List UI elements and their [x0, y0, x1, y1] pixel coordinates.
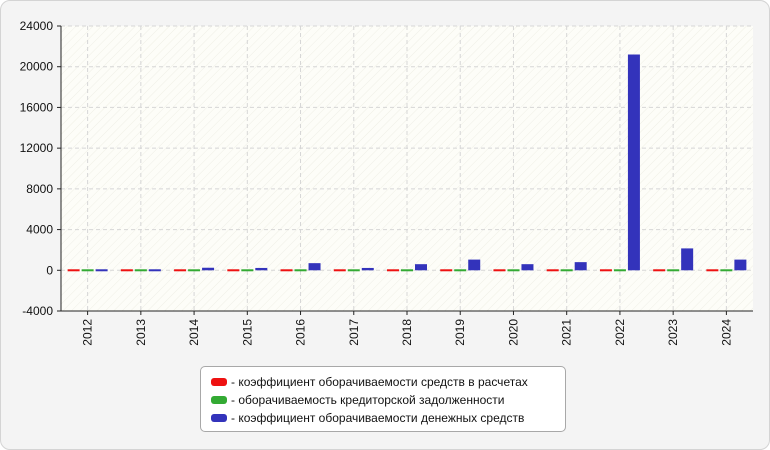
bar-2016-series-0: [280, 269, 293, 272]
bar-2019-series-2: [468, 259, 481, 271]
x-tick-label: 2012: [81, 319, 95, 346]
y-tick-label: 20000: [20, 60, 54, 74]
bar-2022-series-1: [613, 269, 626, 272]
x-tick-label: 2019: [453, 319, 467, 346]
bar-2018-series-1: [401, 269, 413, 272]
axes: [60, 26, 753, 312]
bar-2022-series-0: [599, 269, 612, 272]
bar-2024-series-1: [720, 269, 733, 272]
bar-2019-series-1: [454, 269, 467, 272]
bar-2024-series-0: [706, 269, 719, 272]
bar-2015-series-2: [255, 267, 268, 271]
y-tick-label: 16000: [20, 100, 54, 114]
y-tick-label: 24000: [20, 19, 54, 33]
y-tick-label: 0: [46, 263, 53, 277]
y-tick-labels: 24000 20000 16000 12000 8000 4000 0 -4000: [20, 19, 54, 318]
bar-2023-series-2: [681, 248, 694, 271]
legend-swatch-red: [211, 378, 227, 386]
bar-2012-series-0: [67, 269, 80, 272]
bar-2015-series-1: [241, 269, 254, 272]
bar-2012-series-2: [95, 269, 108, 272]
bar-2016-series-2: [308, 263, 321, 271]
legend-item-payables-turnover: - оборачиваемость кредиторской задолженн…: [211, 391, 565, 409]
x-tick-label: 2018: [400, 319, 414, 346]
bar-2024-series-2: [734, 259, 747, 271]
bar-2015-series-0: [227, 269, 240, 272]
legend: - коэффициент оборачиваемости средств в …: [200, 366, 566, 432]
x-tick-label: 2015: [240, 319, 254, 346]
legend-swatch-green: [211, 396, 227, 404]
y-tick-label: -4000: [22, 304, 53, 318]
bar-2021-series-2: [574, 262, 587, 271]
x-tick-label: 2017: [347, 319, 361, 346]
x-tick-label: 2022: [613, 319, 627, 346]
bar-2019-series-0: [440, 269, 453, 272]
bar-2014-series-1: [188, 269, 201, 272]
x-tick-label: 2013: [134, 319, 148, 346]
bar-2021-series-0: [546, 269, 559, 272]
bar-2018-series-0: [387, 269, 399, 272]
bars: [67, 54, 747, 272]
bar-2022-series-2: [627, 54, 640, 271]
bar-2013-series-1: [134, 269, 147, 272]
bar-2013-series-2: [148, 269, 161, 272]
legend-label: - оборачиваемость кредиторской задолженн…: [231, 393, 505, 407]
x-tick-label: 2020: [506, 319, 520, 346]
bar-2020-series-0: [493, 269, 506, 272]
bar-2023-series-1: [667, 269, 680, 272]
bar-2020-series-1: [507, 269, 520, 272]
legend-item-receivables-turnover: - коэффициент оборачиваемости средств в …: [211, 373, 565, 391]
x-tick-labels: 2012 2013 2014 2015 2016 2017 2018 2019 2020 2021…: [81, 319, 734, 346]
legend-label: - коэффициент оборачиваемости денежных с…: [231, 411, 525, 425]
bar-2017-series-0: [333, 269, 346, 272]
bar-2013-series-0: [120, 269, 133, 272]
x-tick-label: 2024: [719, 319, 733, 346]
y-tick-label: 12000: [20, 141, 54, 155]
bar-2020-series-2: [521, 264, 534, 271]
bar-2017-series-2: [361, 267, 374, 271]
bar-2012-series-1: [81, 269, 94, 272]
bar-2014-series-0: [174, 269, 187, 272]
bar-2018-series-2: [415, 264, 427, 271]
x-tick-label: 2016: [294, 319, 308, 346]
y-tick-label: 8000: [26, 182, 53, 196]
x-tick-label: 2014: [187, 319, 201, 346]
x-tick-label: 2021: [560, 319, 574, 346]
x-tick-label: 2023: [666, 319, 680, 346]
bar-2021-series-1: [560, 269, 573, 272]
bar-2017-series-1: [347, 269, 360, 272]
legend-swatch-blue: [211, 414, 227, 422]
bar-2014-series-2: [202, 267, 215, 271]
bar-2023-series-0: [653, 269, 666, 272]
legend-label: - коэффициент оборачиваемости средств в …: [231, 375, 528, 389]
y-tick-label: 4000: [26, 223, 53, 237]
legend-item-cash-turnover: - коэффициент оборачиваемости денежных с…: [211, 409, 565, 427]
bar-2016-series-1: [294, 269, 307, 272]
